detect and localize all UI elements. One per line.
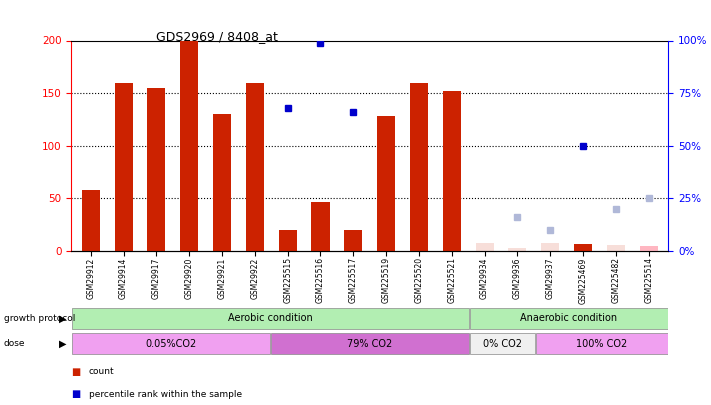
Text: ■: ■: [71, 389, 80, 399]
Bar: [640, 246, 658, 251]
Bar: [640, 246, 658, 251]
Bar: [271, 333, 469, 354]
Bar: [279, 230, 296, 251]
Bar: [541, 243, 560, 251]
Bar: [114, 83, 133, 251]
Bar: [72, 308, 469, 329]
Text: ■: ■: [71, 367, 80, 377]
Bar: [344, 230, 363, 251]
Bar: [476, 243, 493, 251]
Bar: [574, 244, 592, 251]
Text: percentile rank within the sample: percentile rank within the sample: [89, 390, 242, 399]
Bar: [72, 333, 269, 354]
Text: 0% CO2: 0% CO2: [483, 339, 522, 349]
Text: 100% CO2: 100% CO2: [577, 339, 628, 349]
Bar: [311, 202, 329, 251]
Bar: [213, 114, 231, 251]
Text: 0.05%CO2: 0.05%CO2: [145, 339, 196, 349]
Bar: [470, 333, 535, 354]
Bar: [443, 91, 461, 251]
Bar: [606, 245, 625, 251]
Text: Aerobic condition: Aerobic condition: [228, 313, 313, 323]
Text: count: count: [89, 367, 114, 376]
Bar: [147, 88, 166, 251]
Text: dose: dose: [4, 339, 25, 348]
Text: Anaerobic condition: Anaerobic condition: [520, 313, 617, 323]
Bar: [246, 83, 264, 251]
Text: ▶: ▶: [58, 313, 66, 323]
Bar: [180, 40, 198, 251]
Bar: [410, 83, 428, 251]
Bar: [508, 248, 526, 251]
Text: growth protocol: growth protocol: [4, 314, 75, 323]
Text: 79% CO2: 79% CO2: [347, 339, 392, 349]
Text: ▶: ▶: [58, 339, 66, 349]
Text: GDS2969 / 8408_at: GDS2969 / 8408_at: [156, 30, 278, 43]
Bar: [82, 190, 100, 251]
Bar: [470, 308, 668, 329]
Bar: [377, 116, 395, 251]
Bar: [536, 333, 668, 354]
